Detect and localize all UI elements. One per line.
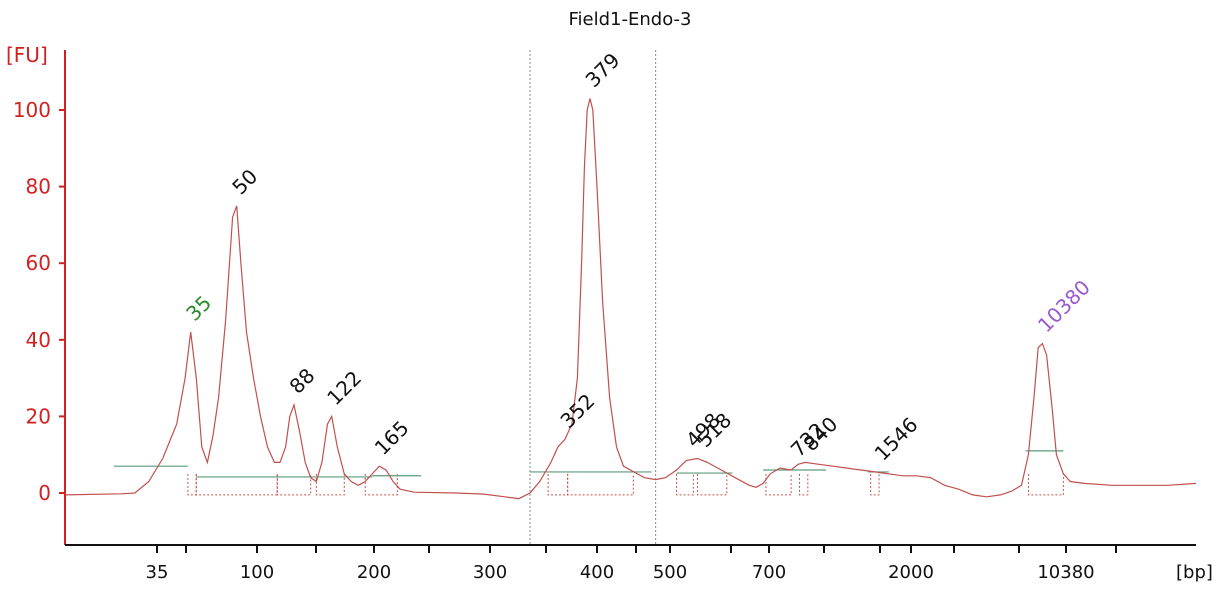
y-tick-label: 20 xyxy=(26,404,51,428)
x-axis-label: [bp] xyxy=(1176,562,1213,583)
peak-label: 10380 xyxy=(1033,275,1095,337)
peak-region xyxy=(765,473,792,496)
x-tick-label: 700 xyxy=(752,562,786,583)
x-tick-label: 35 xyxy=(146,562,169,583)
peak-label: 352 xyxy=(555,389,599,433)
chart-title: Field1-Endo-3 xyxy=(569,9,692,30)
x-tick-label: 10380 xyxy=(1037,562,1094,583)
peak-region xyxy=(195,473,278,496)
peak-region xyxy=(567,473,634,496)
peak-label: 1546 xyxy=(870,413,923,466)
x-tick-label: 2000 xyxy=(888,562,934,583)
peak-regions xyxy=(187,473,1064,496)
peak-region xyxy=(1027,473,1064,496)
peak-region xyxy=(798,473,809,496)
trace-line xyxy=(64,98,1197,500)
y-tick-label: 60 xyxy=(26,251,51,275)
peak-region xyxy=(697,473,728,496)
peak-label: 165 xyxy=(370,416,414,460)
peak-region xyxy=(187,473,197,496)
y-axis-label: [FU] xyxy=(6,43,48,67)
peak-region xyxy=(547,473,569,496)
axes xyxy=(64,50,1196,546)
y-tick-label: 100 xyxy=(13,98,51,122)
x-tick-label: 200 xyxy=(357,562,391,583)
peak-label: 35 xyxy=(181,291,216,326)
peak-region xyxy=(276,473,312,496)
y-tick-label: 0 xyxy=(38,481,51,505)
x-tick-label: 300 xyxy=(473,562,507,583)
x-ticks: 35 100 200 300 400 500 700 2000 10380 xyxy=(146,545,1117,583)
peak-label: 122 xyxy=(322,366,366,410)
x-tick-label: 400 xyxy=(580,562,614,583)
peak-label: 88 xyxy=(285,363,320,398)
peak-region xyxy=(676,473,694,496)
x-tick-label: 100 xyxy=(240,562,274,583)
peak-label: 50 xyxy=(227,164,262,199)
peak-region xyxy=(870,473,880,496)
x-tick-label: 500 xyxy=(653,562,687,583)
gate-lines xyxy=(529,50,657,545)
trace-series xyxy=(64,98,1197,500)
peak-region xyxy=(364,473,398,496)
peak-baselines xyxy=(113,450,1064,478)
peak-label: 379 xyxy=(581,48,625,92)
y-tick-label: 80 xyxy=(26,175,51,199)
y-tick-label: 40 xyxy=(26,328,51,352)
y-ticks: 0 20 40 60 80 100 xyxy=(13,98,65,505)
